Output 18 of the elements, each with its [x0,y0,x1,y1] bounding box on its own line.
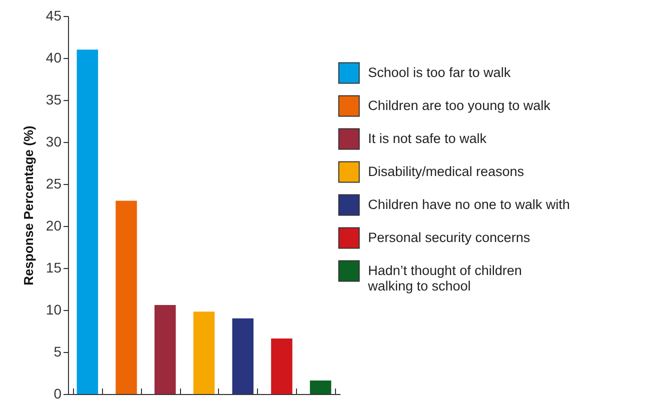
y-tick-label: 0 [54,386,62,402]
y-tick-label: 40 [46,50,62,66]
y-tick-label: 25 [46,176,62,192]
y-tick-label: 45 [46,8,62,24]
legend-label: Personal security concerns [368,230,530,245]
y-tick-label: 35 [46,92,62,108]
y-tick-label: 15 [46,260,62,276]
y-tick-label: 10 [46,302,62,318]
legend-label: Children have no one to walk with [368,197,570,212]
y-tick-label: 30 [46,134,62,150]
legend-label: Children are too young to walk [368,98,551,113]
y-tick-label: 20 [46,218,62,234]
y-tick-label: 5 [54,344,62,360]
legend-label: School is too far to walk [368,65,511,80]
legend-label: It is not safe to walk [368,131,487,146]
legend-label: Disability/medical reasons [368,164,524,179]
y-axis-title: Response Percentage (%) [20,126,36,286]
legend-label: Hadn’t thought of children walking to school [367,263,522,294]
